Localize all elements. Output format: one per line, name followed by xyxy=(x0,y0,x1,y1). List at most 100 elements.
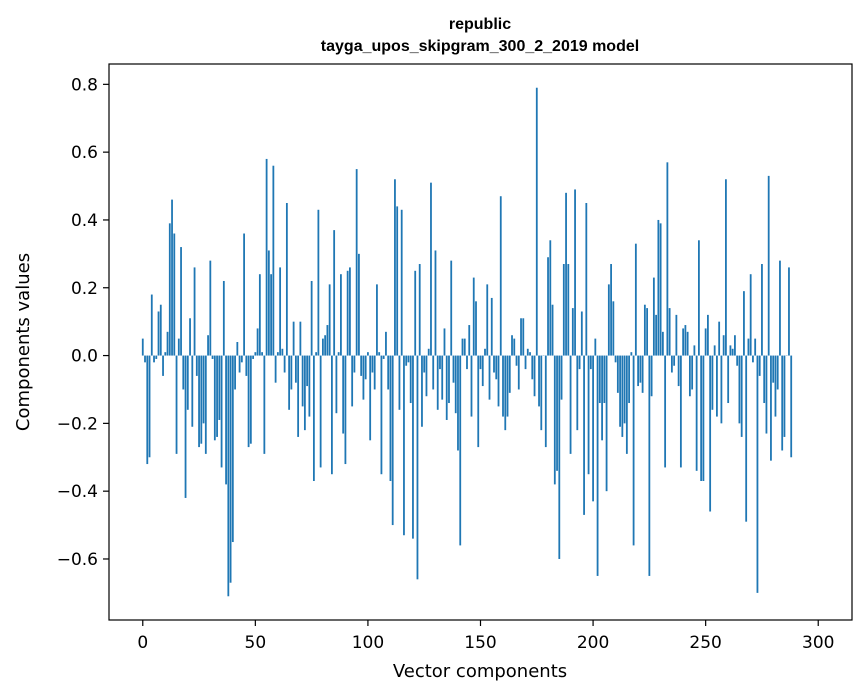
bar-component-155 xyxy=(490,297,493,356)
bar-component-57 xyxy=(270,274,273,356)
bar-component-141 xyxy=(459,355,462,546)
bar-component-48 xyxy=(249,355,252,444)
bar-component-184 xyxy=(556,355,558,471)
bar-component-214 xyxy=(623,355,626,424)
bar-component-166 xyxy=(515,355,518,366)
bar-component-26 xyxy=(200,355,203,444)
bar-component-175 xyxy=(535,87,538,356)
bar-component-146 xyxy=(470,355,473,417)
bar-component-143 xyxy=(463,338,466,356)
bar-component-93 xyxy=(351,355,354,407)
bar-component-219 xyxy=(634,243,637,356)
bar-component-265 xyxy=(738,355,741,424)
bar-component-284 xyxy=(781,355,784,451)
bar-component-132 xyxy=(439,355,441,370)
bar-component-54 xyxy=(263,355,266,454)
bar-component-168 xyxy=(520,318,522,356)
bar-component-39 xyxy=(229,355,232,583)
bar-component-239 xyxy=(679,355,682,468)
bar-component-16 xyxy=(177,338,180,356)
bar-component-224 xyxy=(646,308,649,356)
bar-component-137 xyxy=(450,260,453,356)
bar-component-207 xyxy=(607,284,610,356)
bar-component-242 xyxy=(686,331,689,356)
bar-component-271 xyxy=(752,355,754,363)
bar-component-192 xyxy=(574,189,576,356)
x-tick-label: 300 xyxy=(802,633,834,653)
bar-component-29 xyxy=(207,335,209,356)
bar-component-221 xyxy=(639,355,642,383)
bar-component-52 xyxy=(258,274,261,356)
bar-component-51 xyxy=(256,328,259,356)
x-tick-label: 150 xyxy=(464,633,496,653)
bar-component-180 xyxy=(547,257,549,356)
bar-component-119 xyxy=(409,355,412,404)
bar-component-241 xyxy=(684,325,687,356)
bar-component-97 xyxy=(360,355,363,376)
bar-component-211 xyxy=(616,355,619,393)
bar-component-30 xyxy=(209,260,212,356)
bar-component-151 xyxy=(481,355,484,387)
bar-component-201 xyxy=(594,338,597,356)
bar-component-134 xyxy=(443,328,446,356)
y-tick-label: 0.8 xyxy=(71,75,98,95)
bar-component-174 xyxy=(533,355,536,397)
bar-component-262 xyxy=(731,348,734,356)
plot-area xyxy=(141,87,793,597)
bar-component-86 xyxy=(335,355,338,414)
bar-component-269 xyxy=(747,338,750,356)
bar-component-268 xyxy=(745,355,748,522)
bar-component-4 xyxy=(150,294,153,356)
bar-component-7 xyxy=(157,311,160,356)
bar-component-105 xyxy=(378,352,381,356)
bar-component-263 xyxy=(734,335,736,356)
bar-component-96 xyxy=(358,253,360,356)
bar-component-222 xyxy=(641,355,644,393)
bar-component-250 xyxy=(704,328,707,356)
bar-component-12 xyxy=(168,223,171,356)
bar-component-76 xyxy=(312,355,315,481)
bar-component-150 xyxy=(479,355,482,370)
bar-component-215 xyxy=(625,355,628,454)
bar-component-98 xyxy=(362,355,365,400)
bar-component-9 xyxy=(162,355,164,376)
bar-component-102 xyxy=(371,355,374,373)
bar-component-228 xyxy=(655,314,658,356)
bar-component-113 xyxy=(396,206,399,356)
bar-component-104 xyxy=(376,284,378,356)
bar-component-280 xyxy=(772,355,775,383)
y-axis-label: Components values xyxy=(13,253,34,431)
bar-component-249 xyxy=(702,355,705,481)
bar-component-13 xyxy=(171,199,173,356)
bar-component-81 xyxy=(324,335,327,356)
bar-component-152 xyxy=(484,348,486,356)
bar-component-24 xyxy=(195,355,198,376)
x-tick-label: 50 xyxy=(245,633,267,653)
bar-component-230 xyxy=(659,223,662,356)
bar-component-231 xyxy=(661,331,664,356)
bar-component-101 xyxy=(369,355,372,441)
bar-component-80 xyxy=(321,338,324,356)
bar-component-133 xyxy=(441,355,444,400)
bar-component-232 xyxy=(664,355,667,468)
bar-component-122 xyxy=(416,355,419,580)
bar-component-218 xyxy=(632,355,635,546)
bar-component-84 xyxy=(331,355,333,475)
bar-component-110 xyxy=(389,355,392,481)
bar-component-21 xyxy=(189,318,191,356)
bar-component-103 xyxy=(373,355,376,390)
y-tick-label: −0.6 xyxy=(57,550,98,570)
bar-component-258 xyxy=(722,335,725,356)
bar-component-235 xyxy=(670,355,673,373)
bar-component-162 xyxy=(506,355,509,417)
y-tick-label: 0.0 xyxy=(71,347,98,367)
bar-component-64 xyxy=(285,203,288,356)
bar-component-193 xyxy=(576,355,579,431)
bar-component-138 xyxy=(452,355,455,383)
bar-component-128 xyxy=(430,182,432,356)
bar-component-182 xyxy=(551,304,554,356)
bar-component-169 xyxy=(522,318,525,356)
bar-component-190 xyxy=(569,355,572,454)
bar-component-220 xyxy=(637,355,640,387)
bar-component-171 xyxy=(526,348,529,356)
